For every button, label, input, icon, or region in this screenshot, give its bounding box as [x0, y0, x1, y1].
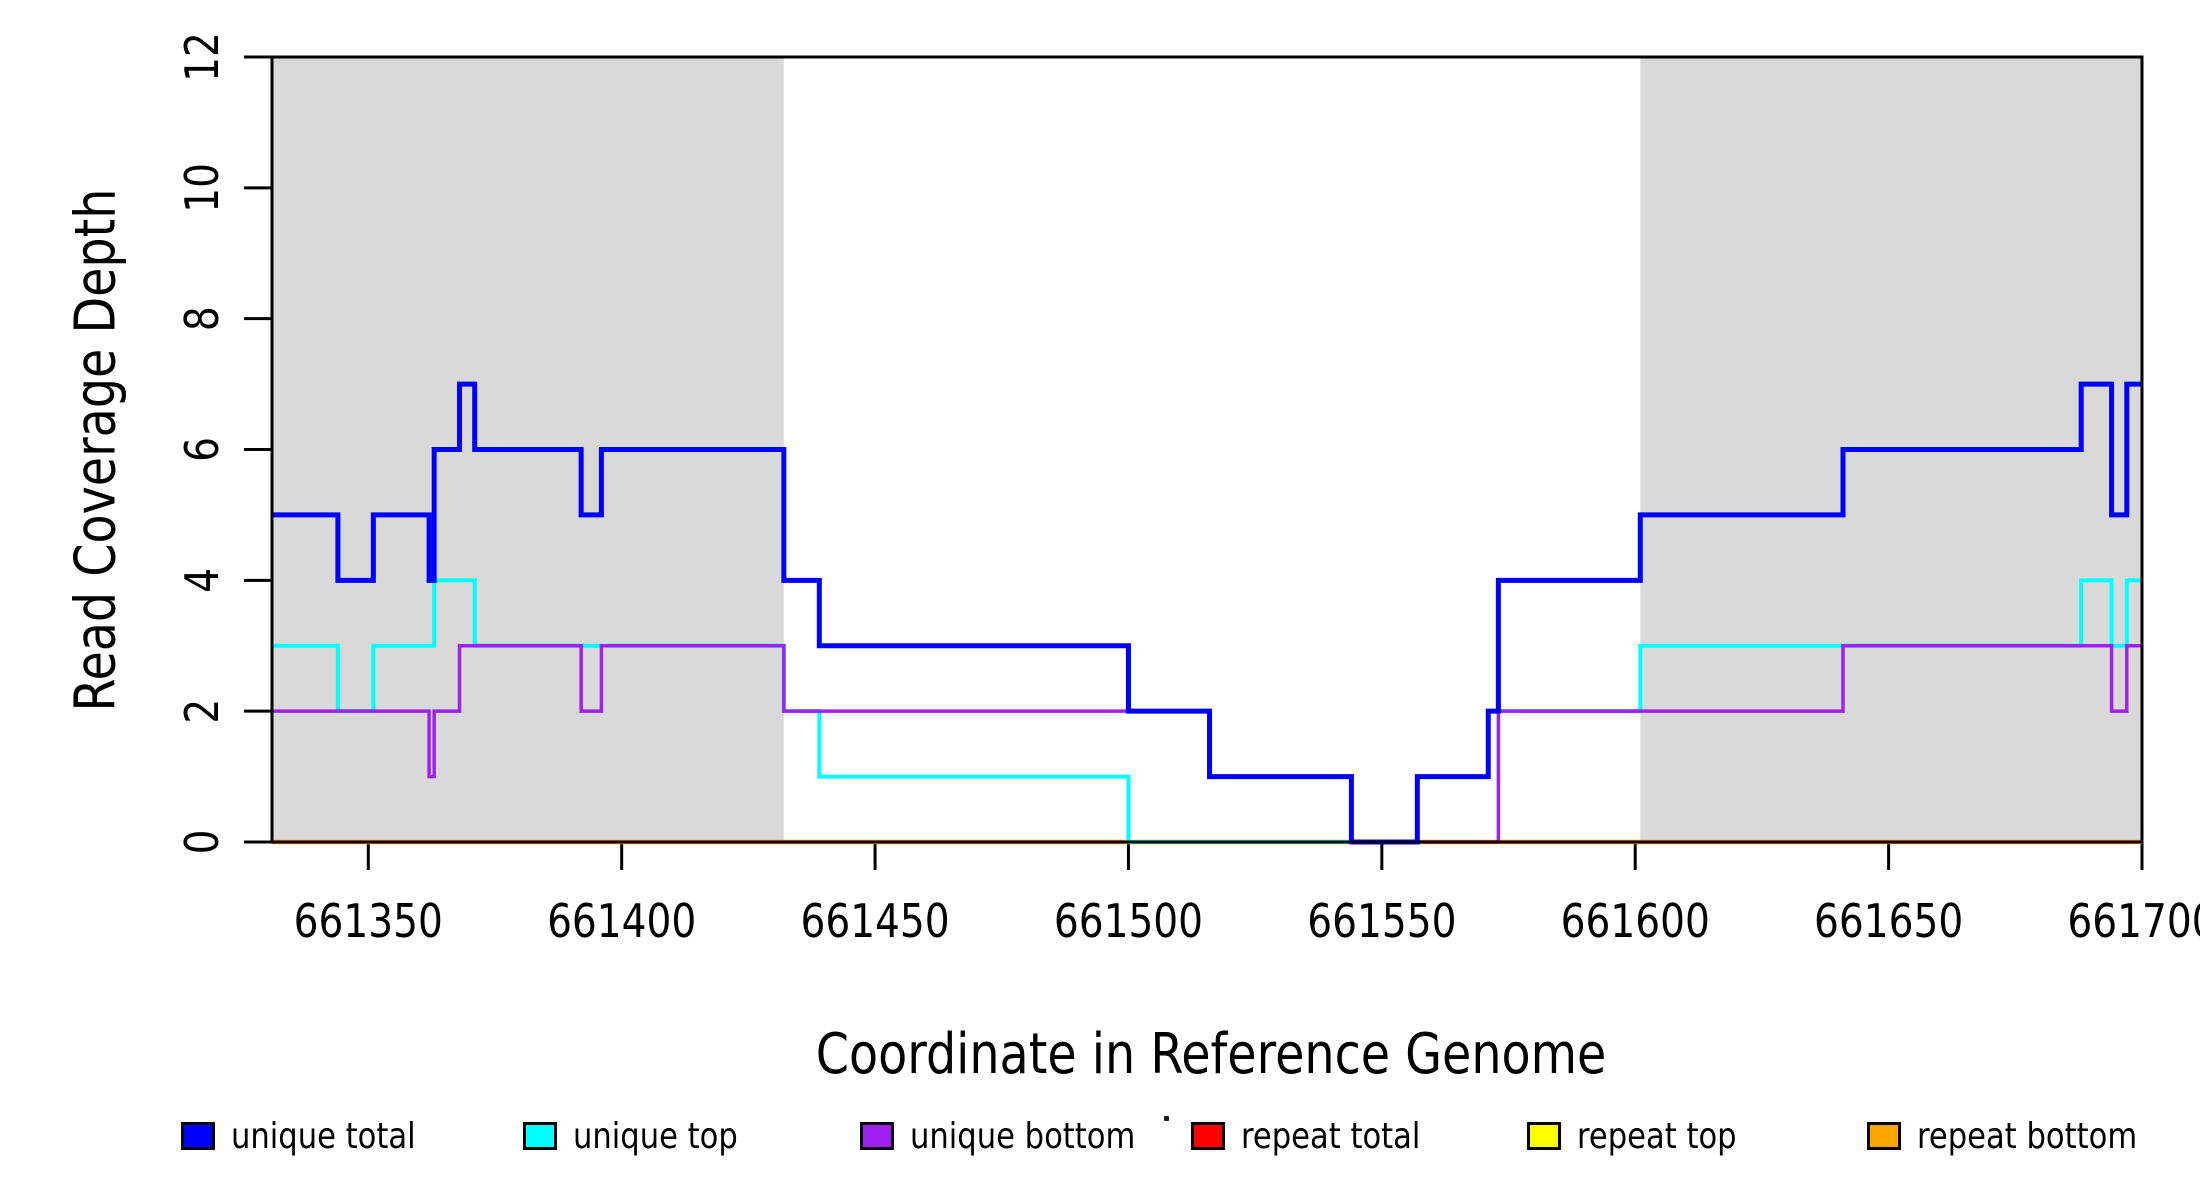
legend-swatch-icon [1527, 1122, 1561, 1150]
legend-item-unique-total: unique total [181, 1115, 448, 1157]
stray-dot [1164, 1116, 1169, 1121]
legend-swatch-icon [860, 1122, 894, 1150]
legend-swatch-icon [1867, 1122, 1901, 1150]
y-tick-label: 0 [176, 830, 230, 855]
y-tick-label: 10 [176, 163, 230, 213]
x-axis-title: Coordinate in Reference Genome [815, 1022, 1607, 1087]
legend-label: repeat total [1241, 1115, 1421, 1157]
y-axis-title: Read Coverage Depth [63, 188, 129, 712]
x-tick-label: 661350 [294, 895, 443, 949]
plot-frame [270, 55, 2144, 844]
y-tick-label: 12 [176, 32, 230, 82]
x-tick-label: 661450 [800, 895, 949, 949]
x-tick-label: 661500 [1054, 895, 1203, 949]
legend-item-repeat-total: repeat total [1191, 1115, 1452, 1157]
x-tick-label: 661650 [1814, 895, 1963, 949]
y-tick-label: 6 [176, 437, 230, 462]
y-tick-label: 8 [176, 306, 230, 331]
legend-label: unique top [573, 1115, 738, 1157]
legend-item-repeat-bottom: repeat bottom [1867, 1115, 2176, 1157]
x-tick-label: 661550 [1307, 895, 1456, 949]
legend-label: unique bottom [910, 1115, 1136, 1157]
series-line-unique-total [272, 381, 2142, 845]
legend-swatch-icon [523, 1122, 557, 1150]
legend-item-unique-bottom: unique bottom [860, 1115, 1175, 1157]
legend-item-repeat-top: repeat top [1527, 1115, 1765, 1157]
legend-swatch-icon [1191, 1122, 1225, 1150]
legend-swatch-icon [181, 1122, 215, 1150]
legend-item-unique-top: unique top [523, 1115, 767, 1157]
x-tick-label: 661400 [547, 895, 696, 949]
legend-label: repeat top [1577, 1115, 1737, 1157]
y-tick-label: 4 [176, 568, 230, 593]
legend: unique total unique top unique bottom repea… [0, 1116, 2200, 1164]
series-line-unique-top [272, 578, 2142, 844]
x-tick-label: 661600 [1561, 895, 1710, 949]
legend-label: unique total [231, 1115, 416, 1157]
legend-label: repeat bottom [1917, 1115, 2138, 1157]
y-tick-label: 2 [176, 699, 230, 724]
series-line-unique-bottom [272, 644, 2142, 844]
